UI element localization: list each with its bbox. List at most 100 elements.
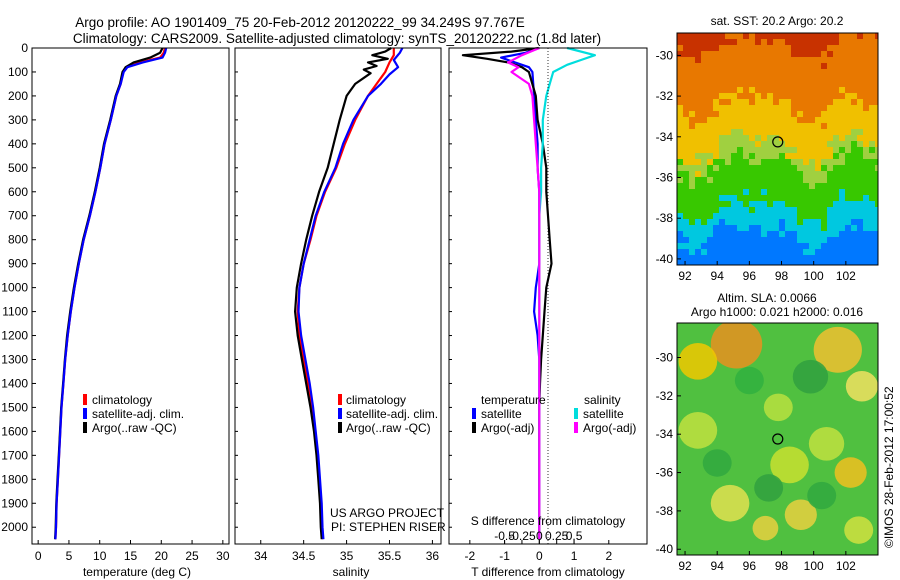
sst-cell — [755, 159, 762, 166]
sst-cell — [707, 249, 714, 256]
sst-cell — [767, 261, 774, 265]
sst-cell — [815, 165, 822, 172]
sst-cell — [863, 201, 870, 208]
sst-cell — [791, 117, 798, 124]
sst-cell — [827, 135, 834, 142]
sst-cell — [737, 105, 744, 112]
sst-cell — [755, 63, 762, 70]
sst-cell — [701, 45, 708, 52]
sst-cell — [689, 33, 696, 40]
sst-cell — [689, 171, 696, 178]
sst-cell — [743, 153, 750, 160]
sst-cell — [797, 261, 804, 265]
sst-cell — [761, 231, 768, 238]
sst-cell — [863, 183, 870, 190]
sst-cell — [857, 135, 864, 142]
sst-cell — [857, 147, 864, 154]
sst-cell — [875, 237, 878, 244]
sst-cell — [707, 153, 714, 160]
sst-cell — [839, 93, 846, 100]
sst-cell — [749, 207, 756, 214]
sst-cell — [677, 249, 684, 256]
sst-cell — [845, 63, 852, 70]
sst-cell — [713, 147, 720, 154]
sst-cell — [803, 93, 810, 100]
sst-cell — [797, 153, 804, 160]
sst-cell — [791, 51, 798, 58]
sst-cell — [743, 195, 750, 202]
sla-map-frame — [676, 322, 879, 556]
sst-cell — [725, 231, 732, 238]
sst-cell — [785, 225, 792, 232]
y-tick-label: 1200 — [1, 329, 28, 343]
sst-cell — [737, 225, 744, 232]
sst-cell — [851, 87, 858, 94]
sst-cell — [725, 255, 732, 262]
sst-cell — [677, 207, 684, 214]
sst-cell — [755, 207, 762, 214]
sst-cell — [857, 231, 864, 238]
sst-cell — [809, 201, 816, 208]
salinity-legend: climatology satellite-adj. clim. Argo(..… — [338, 393, 438, 435]
map-y-tick-label: -34 — [656, 427, 674, 441]
sst-cell — [803, 39, 810, 46]
sst-cell — [857, 87, 864, 94]
sst-cell — [761, 261, 768, 265]
sst-cell — [707, 177, 714, 184]
sst-cell — [845, 195, 852, 202]
sst-cell — [695, 69, 702, 76]
sst-cell — [839, 219, 846, 226]
map-x-tick-label: 102 — [836, 559, 856, 573]
sst-cell — [797, 255, 804, 262]
map-x-tick-label: 100 — [804, 269, 824, 283]
sst-cell — [737, 177, 744, 184]
sst-cell — [755, 237, 762, 244]
copyright-timestamp: ©IMOS 28-Feb-2012 17:00:52 — [882, 386, 896, 548]
sst-cell — [869, 75, 876, 82]
sst-cell — [809, 93, 816, 100]
sst-cell — [761, 243, 768, 250]
sst-cell — [863, 177, 870, 184]
sst-cell — [773, 117, 780, 124]
sst-cell — [857, 219, 864, 226]
y-tick-label: 1800 — [1, 472, 28, 486]
sst-cell — [785, 45, 792, 52]
sst-cell — [845, 99, 852, 106]
sst-cell — [767, 111, 774, 118]
sst-cell — [797, 33, 804, 40]
sst-cell — [755, 45, 762, 52]
sst-cell — [737, 111, 744, 118]
sst-cell — [773, 111, 780, 118]
sst-cell — [683, 237, 690, 244]
credit-project: US ARGO PROJECT — [330, 506, 445, 520]
y-tick-label: 300 — [8, 113, 28, 127]
map-y-tick-label: -32 — [656, 89, 674, 103]
salinity-axes-frame — [234, 47, 442, 545]
sla-anomaly-blob — [734, 366, 764, 395]
sst-cell — [719, 129, 726, 136]
sst-cell — [863, 243, 870, 250]
sst-cell — [683, 165, 690, 172]
sst-cell — [785, 135, 792, 142]
sst-cell — [731, 207, 738, 214]
sst-cell — [851, 201, 858, 208]
sst-cell — [689, 201, 696, 208]
sst-cell — [809, 177, 816, 184]
legend-label-satellite-adj: satellite-adj. clim. — [346, 407, 438, 421]
sst-cell — [707, 183, 714, 190]
sst-cell — [797, 165, 804, 172]
sst-cell — [707, 99, 714, 106]
sst-cell — [737, 99, 744, 106]
sst-cell — [695, 75, 702, 82]
sst-cell — [833, 189, 840, 196]
sst-cell — [803, 231, 810, 238]
sst-cell — [695, 39, 702, 46]
sst-cell — [713, 195, 720, 202]
sst-cell — [857, 93, 864, 100]
sla-anomaly-blob — [845, 370, 878, 402]
sst-cell — [779, 219, 786, 226]
sst-cell — [713, 111, 720, 118]
sst-cell — [869, 45, 876, 52]
sst-cell — [695, 195, 702, 202]
sst-cell — [791, 99, 798, 106]
